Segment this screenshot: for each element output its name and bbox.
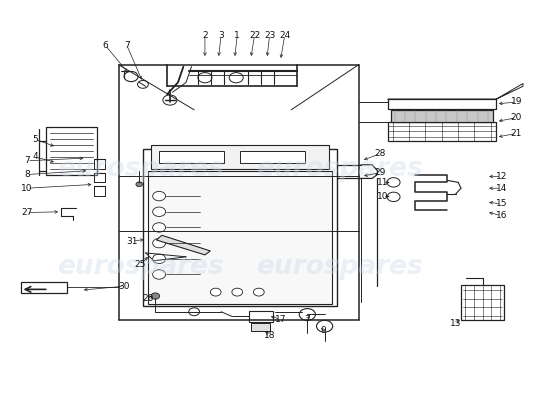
Text: eurospares: eurospares [256, 254, 423, 280]
Circle shape [153, 270, 166, 279]
Text: 6: 6 [102, 41, 108, 50]
Bar [143, 149, 337, 306]
Circle shape [299, 308, 316, 320]
Text: 7: 7 [305, 315, 310, 324]
Text: 7: 7 [24, 156, 30, 165]
Text: 26: 26 [142, 294, 154, 303]
Text: 21: 21 [511, 129, 522, 138]
Circle shape [163, 95, 177, 105]
Text: 15: 15 [496, 200, 507, 208]
Circle shape [316, 320, 333, 332]
Text: 14: 14 [496, 184, 507, 193]
Text: 8: 8 [24, 170, 30, 179]
Bar [148, 170, 332, 304]
Bar [240, 151, 305, 163]
Bar [151, 145, 329, 169]
Bar [461, 285, 504, 320]
Bar [388, 122, 496, 141]
Text: eurospares: eurospares [256, 156, 423, 182]
Text: 5: 5 [32, 135, 38, 144]
Text: 10: 10 [377, 192, 388, 201]
Text: 18: 18 [264, 331, 276, 340]
Text: 30: 30 [118, 282, 130, 291]
Text: 24: 24 [279, 31, 290, 40]
Circle shape [198, 72, 212, 83]
Text: 9: 9 [321, 326, 326, 335]
Text: 2: 2 [202, 31, 208, 40]
Text: 31: 31 [126, 237, 138, 246]
Circle shape [387, 178, 400, 187]
Text: 19: 19 [511, 98, 522, 106]
Circle shape [153, 191, 166, 201]
Text: 3: 3 [218, 31, 224, 40]
Bar [249, 310, 273, 322]
Circle shape [136, 182, 142, 187]
Circle shape [254, 288, 264, 296]
Text: 13: 13 [450, 319, 461, 328]
Bar [159, 151, 224, 163]
Circle shape [189, 308, 200, 316]
Circle shape [153, 238, 166, 248]
Text: 1: 1 [234, 31, 240, 40]
Text: 29: 29 [375, 168, 386, 177]
Text: 22: 22 [249, 31, 260, 40]
Text: eurospares: eurospares [57, 156, 224, 182]
Text: 16: 16 [496, 211, 507, 220]
Text: 10: 10 [21, 184, 33, 193]
Text: eurospares: eurospares [57, 254, 224, 280]
Circle shape [138, 80, 148, 88]
Bar [251, 324, 270, 331]
Text: 25: 25 [135, 260, 146, 269]
Polygon shape [156, 235, 210, 255]
Circle shape [124, 72, 138, 82]
Text: 7: 7 [124, 41, 130, 50]
Circle shape [151, 293, 159, 299]
Text: 12: 12 [496, 172, 507, 181]
Text: 11: 11 [377, 178, 388, 187]
Circle shape [232, 288, 243, 296]
Text: 4: 4 [32, 152, 38, 161]
Polygon shape [20, 282, 68, 293]
Circle shape [229, 72, 243, 83]
Text: 20: 20 [511, 113, 522, 122]
Text: 23: 23 [264, 31, 276, 40]
Circle shape [153, 254, 166, 264]
Circle shape [153, 223, 166, 232]
Bar [46, 128, 97, 174]
Text: 28: 28 [375, 149, 386, 158]
Circle shape [153, 207, 166, 216]
Text: 27: 27 [21, 208, 33, 217]
Circle shape [387, 192, 400, 202]
Bar [391, 110, 493, 122]
Bar [388, 99, 496, 109]
Text: 17: 17 [274, 315, 286, 324]
Circle shape [210, 288, 221, 296]
